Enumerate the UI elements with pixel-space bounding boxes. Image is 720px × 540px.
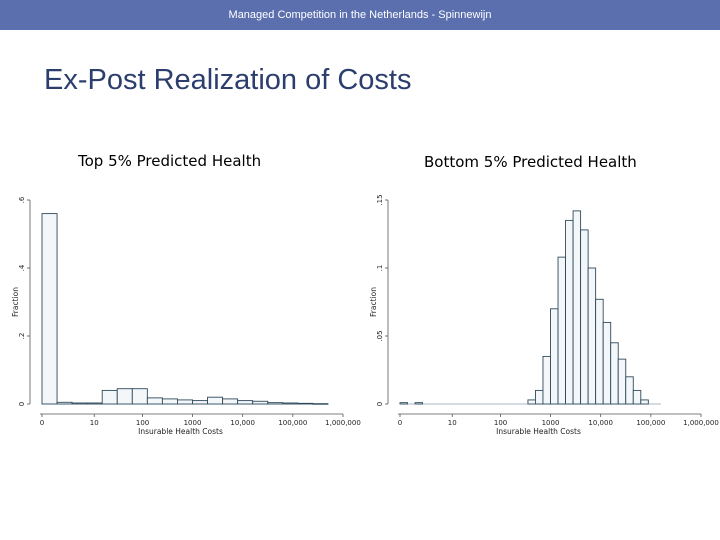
histogram-bar [587,267,597,405]
y-axis-label: Fraction [11,287,20,317]
x-tick-label: 1000 [184,419,202,427]
x-tick-label: 0 [398,419,402,427]
histogram-bar [297,402,314,405]
histogram-bar [222,398,239,405]
histogram-bar [632,389,642,405]
histogram-bar [146,397,163,405]
y-tick-label: .1 [376,265,384,272]
histogram-bar [161,398,178,405]
x-axis-label: Insurable Health Costs [138,427,223,436]
histogram-bar [252,400,269,405]
histogram-bar [101,389,118,405]
x-tick-label: 100,000 [278,419,307,427]
histogram-bar [282,402,299,405]
x-tick-label: 100 [494,419,507,427]
histogram-bar [116,388,133,405]
histogram-bar [550,308,559,405]
histogram-bar [542,355,551,405]
histogram-bar [534,389,544,405]
histogram-bar [192,400,208,405]
y-tick-label: .6 [18,196,26,203]
y-axis-label: Fraction [369,287,378,317]
x-tick-label: 100 [136,419,149,427]
header-text: Managed Competition in the Netherlands -… [228,9,492,21]
x-tick-label: 10 [90,419,99,427]
y-tick-label: .2 [18,333,26,340]
x-tick-label: 1,000,000 [325,419,361,427]
histogram-bar [56,401,73,405]
histogram-bar [207,396,224,405]
histogram-bar [610,342,619,405]
histogram-bar [131,388,148,405]
histogram-top-5: 0 .2 .4 .6 Fraction 0 10 100 1000 10,000 100,000 1,… [11,196,361,436]
y-tick-label: .15 [376,194,384,205]
histogram-bar [617,358,627,405]
histogram-bar [71,402,88,405]
histogram-bar [625,376,634,405]
histogram-bar [267,402,284,405]
histogram-bar [41,213,58,405]
histogram-bar [565,219,574,405]
histogram-bar [557,256,566,405]
histogram-bar [595,298,604,405]
header-bar: Managed Competition in the Netherlands -… [0,0,720,30]
histogram-bar [399,402,408,405]
histogram-bar [580,229,589,405]
slide-title: Ex-Post Realization of Costs [44,64,412,96]
x-tick-label: 10,000 [230,419,255,427]
histogram-bar [527,399,536,405]
y-tick-label: 0 [18,402,26,406]
y-tick-label: .4 [18,264,26,271]
x-tick-label: 1,000,000 [683,419,719,427]
x-tick-label: 10,000 [588,419,613,427]
histogram-bar [312,403,329,405]
histogram-bar [237,400,254,405]
chart-title-top: Top 5% Predicted Health [78,152,262,170]
histogram-bar [176,399,193,405]
histogram-bar [414,402,424,405]
histogram-bottom-5: 0 .05 .1 .15 Fraction 0 10 100 1000 10,000 100,000… [369,194,719,436]
histogram-bar [86,402,103,405]
y-tick-label: .05 [376,330,384,341]
chart-title-bottom: Bottom 5% Predicted Health [424,153,637,171]
histogram-bar [640,399,649,405]
y-tick-label: 0 [376,402,384,406]
x-tick-label: 1000 [542,419,560,427]
x-tick-label: 10 [448,419,457,427]
x-tick-label: 0 [40,419,44,427]
x-tick-label: 100,000 [636,419,665,427]
x-axis-label: Insurable Health Costs [496,427,581,436]
histogram-bar [572,210,582,405]
histogram-bar [602,321,612,405]
